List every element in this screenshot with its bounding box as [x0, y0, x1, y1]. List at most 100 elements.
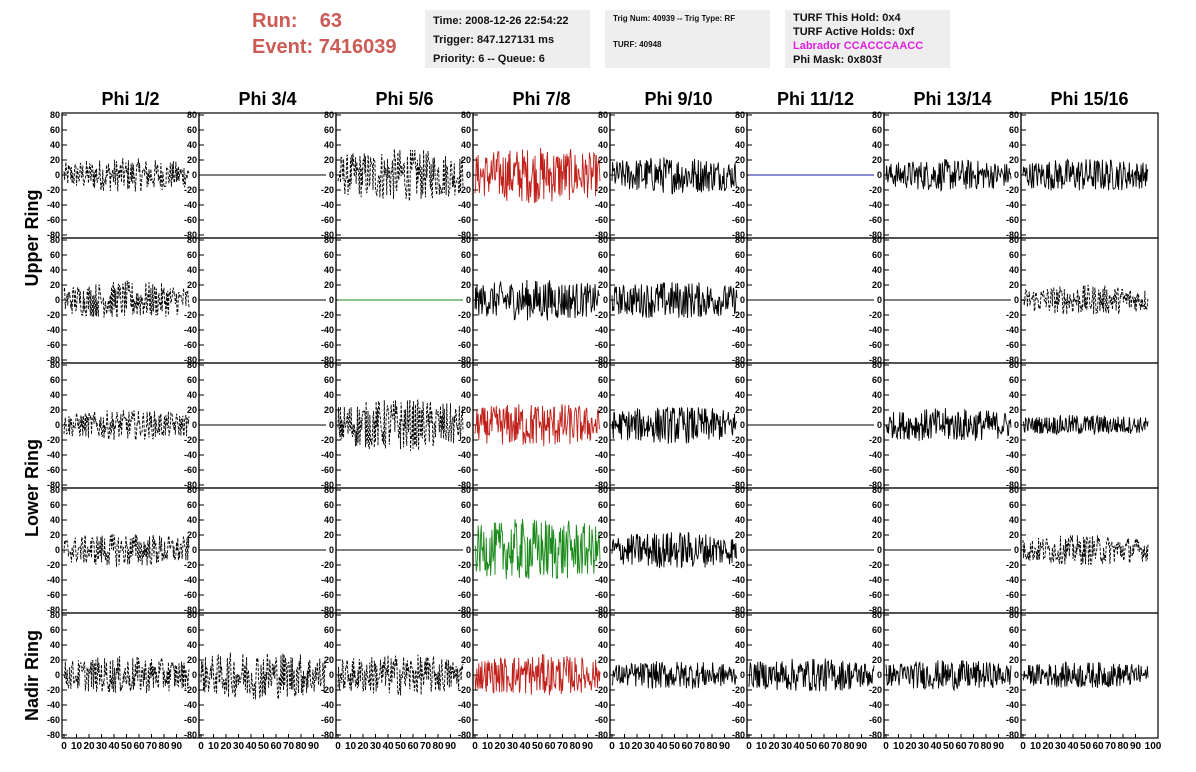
y-tick-label-r2-c6-4: 0: [740, 295, 745, 305]
y-tick-label-r2-c8-5: 20: [1009, 280, 1019, 290]
y-tick-label-r3-c5-0: -80: [595, 480, 608, 490]
y-tick-label-r5-c2-5: 20: [187, 655, 197, 665]
y-tick-label-r5-c2-0: -80: [184, 730, 197, 740]
x-tick-label-c5-6: 60: [681, 741, 693, 752]
y-tick-label-r2-c1-7: 60: [50, 250, 60, 260]
y-tick-label-r1-c6-7: 60: [735, 125, 745, 135]
y-tick-label-r1-c6-2: -40: [732, 200, 745, 210]
y-tick-label-r5-c3-4: 0: [329, 670, 334, 680]
y-tick-label-r1-c4-7: 60: [461, 125, 471, 135]
x-tick-label-c4-5: 50: [532, 741, 544, 752]
waveform-r3-c5: [611, 406, 738, 444]
y-tick-label-r3-c1-8: 80: [50, 360, 60, 370]
x-tick-label-c3-8: 80: [432, 741, 444, 752]
y-tick-label-r5-c4-5: 20: [461, 655, 471, 665]
waveform-r1-c5: [611, 157, 738, 195]
y-tick-label-r5-c2-6: 40: [187, 640, 197, 650]
y-tick-label-r5-c3-3: -20: [321, 685, 334, 695]
y-tick-label-r1-c4-5: 20: [461, 155, 471, 165]
y-tick-label-r2-c3-1: -60: [321, 340, 334, 350]
event-label: Event:: [252, 36, 314, 58]
y-tick-label-r5-c4-6: 40: [461, 640, 471, 650]
y-tick-label-r4-c3-2: -40: [321, 575, 334, 585]
y-tick-label-r5-c5-2: -40: [595, 700, 608, 710]
y-tick-label-r3-c5-8: 80: [598, 360, 608, 370]
y-tick-label-r4-c6-4: 0: [740, 545, 745, 555]
y-tick-label-r1-c5-6: 40: [598, 140, 608, 150]
x-tick-label-c2-3: 30: [233, 741, 245, 752]
y-tick-label-r4-c6-3: -20: [732, 560, 745, 570]
y-tick-label-r4-c5-7: 60: [598, 500, 608, 510]
y-tick-label-r5-c6-7: 60: [735, 625, 745, 635]
y-tick-label-r2-c1-8: 80: [50, 235, 60, 245]
run-value: 63: [319, 10, 343, 32]
x-tick-label-c1-3: 30: [96, 741, 108, 752]
x-tick-label-c1-8: 80: [158, 741, 170, 752]
x-tick-label-c8-5: 50: [1080, 741, 1092, 752]
waveform-r2-c8: [1022, 284, 1149, 315]
y-tick-label-r2-c5-0: -80: [595, 355, 608, 365]
y-tick-label-r1-c8-5: 20: [1009, 155, 1019, 165]
y-tick-label-r4-c3-5: 20: [324, 530, 334, 540]
time-info-panel: Time: 2008-12-26 22:54:22 Trigger: 847.1…: [425, 10, 590, 68]
x-tick-label-c2-6: 60: [270, 741, 282, 752]
y-tick-label-r4-c8-2: -40: [1006, 575, 1019, 585]
y-tick-label-r5-c2-1: -60: [184, 715, 197, 725]
waveform-r5-c8: [1022, 661, 1149, 689]
x-tick-label-c8-4: 40: [1067, 741, 1079, 752]
y-tick-label-r2-c7-2: -40: [869, 325, 882, 335]
y-tick-label-r4-c5-1: -60: [595, 590, 608, 600]
y-tick-label-r4-c7-4: 0: [877, 545, 882, 555]
y-tick-label-r5-c8-3: -20: [1006, 685, 1019, 695]
cell-frame-r5-c4: [472, 612, 611, 739]
y-tick-label-r4-c7-2: -40: [869, 575, 882, 585]
y-tick-label-r2-c5-8: 80: [598, 235, 608, 245]
y-tick-label-r4-c6-5: 20: [735, 530, 745, 540]
y-tick-label-r1-c8-4: 0: [1014, 170, 1019, 180]
y-tick-label-r4-c7-6: 40: [872, 515, 882, 525]
y-tick-label-r5-c5-6: 40: [598, 640, 608, 650]
y-tick-label-r1-c4-2: -40: [458, 200, 471, 210]
y-tick-label-r3-c6-7: 60: [735, 375, 745, 385]
y-tick-label-r1-c3-8: 80: [324, 110, 334, 120]
y-tick-label-r1-c6-8: 80: [735, 110, 745, 120]
y-tick-label-r4-c4-3: -20: [458, 560, 471, 570]
y-tick-label-r1-c4-8: 80: [461, 110, 471, 120]
y-tick-label-r3-c3-1: -60: [321, 465, 334, 475]
turf-info-panel: TURF This Hold: 0x4 TURF Active Holds: 0…: [785, 10, 950, 68]
x-tick-label-c3-1: 10: [345, 741, 357, 752]
y-tick-label-r1-c1-3: -20: [47, 185, 60, 195]
y-tick-label-r3-c2-0: -80: [184, 480, 197, 490]
y-tick-label-r1-c8-7: 60: [1009, 125, 1019, 135]
y-tick-label-r4-c8-0: -80: [1006, 605, 1019, 615]
y-tick-label-r3-c7-6: 40: [872, 390, 882, 400]
y-tick-label-r3-c5-7: 60: [598, 375, 608, 385]
x-tick-label-c4-8: 80: [569, 741, 581, 752]
y-tick-label-r1-c5-5: 20: [598, 155, 608, 165]
x-tick-label-c1-7: 70: [146, 741, 158, 752]
y-tick-label-r5-c4-0: -80: [458, 730, 471, 740]
y-tick-label-r1-c2-1: -60: [184, 215, 197, 225]
y-tick-label-r4-c7-3: -20: [869, 560, 882, 570]
y-tick-label-r1-c2-6: 40: [187, 140, 197, 150]
run-row: Run: 63: [252, 8, 397, 34]
y-tick-label-r2-c8-6: 40: [1009, 265, 1019, 275]
x-tick-label-c7-8: 80: [980, 741, 992, 752]
y-tick-label-r4-c6-2: -40: [732, 575, 745, 585]
y-tick-label-r5-c5-7: 60: [598, 625, 608, 635]
x-tick-label-c3-3: 30: [370, 741, 382, 752]
waveform-r2-c1: [63, 279, 190, 318]
y-tick-label-r1-c2-4: 0: [192, 170, 197, 180]
y-tick-label-r3-c3-4: 0: [329, 420, 334, 430]
y-tick-label-r2-c6-2: -40: [732, 325, 745, 335]
column-header-5: Phi 9/10: [644, 89, 712, 109]
y-tick-label-r3-c8-3: -20: [1006, 435, 1019, 445]
y-tick-label-r4-c1-8: 80: [50, 485, 60, 495]
y-tick-label-r3-c6-0: -80: [732, 480, 745, 490]
x-tick-label-c1-0: 0: [61, 741, 67, 752]
y-tick-label-r1-c7-0: -80: [869, 230, 882, 240]
y-tick-label-r4-c2-6: 40: [187, 515, 197, 525]
y-tick-label-r4-c3-4: 0: [329, 545, 334, 555]
x-tick-label-c7-4: 40: [930, 741, 942, 752]
priority-text: Priority: 6 -- Queue: 6: [433, 53, 545, 65]
